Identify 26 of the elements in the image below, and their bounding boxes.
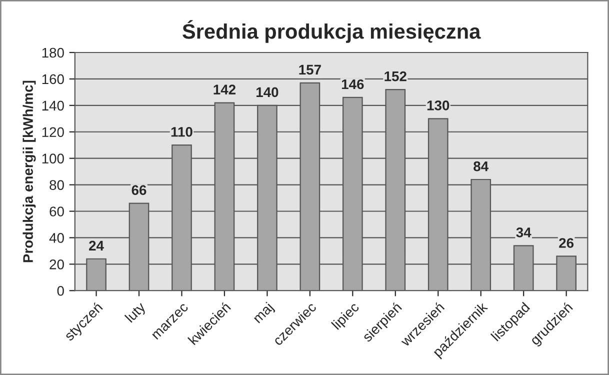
data-label: 110 (171, 126, 192, 137)
y-tick-label: 120 (42, 127, 64, 138)
y-tick-label: 60 (50, 206, 64, 216)
y-tick-label: 40 (49, 233, 64, 243)
data-label: 152 (384, 71, 406, 82)
y-axis-title: Produkcja energii [kWh/mc] (22, 80, 36, 262)
x-tick-label: luty (124, 301, 148, 325)
y-tick-label: 160 (42, 74, 64, 84)
y-tick-label: 180 (42, 48, 64, 58)
chart-title: Średnia produkcja miesięczna (182, 20, 481, 43)
data-label: 140 (256, 87, 278, 98)
x-tick-label: maj (252, 302, 276, 326)
data-label: 84 (474, 161, 489, 172)
y-tick-label: 80 (50, 180, 64, 190)
data-label: 26 (559, 238, 574, 248)
y-tick-label: 140 (42, 100, 64, 111)
y-tick-label: 0 (57, 286, 64, 296)
data-label: 142 (214, 84, 236, 94)
y-tick-label: 20 (50, 260, 64, 270)
data-label: 24 (89, 240, 104, 250)
data-label: 66 (132, 185, 146, 196)
data-label: 146 (342, 79, 364, 90)
data-label: 157 (299, 64, 321, 75)
data-label: 34 (516, 228, 532, 238)
data-label: 130 (427, 100, 450, 110)
y-tick-label: 100 (42, 154, 64, 164)
